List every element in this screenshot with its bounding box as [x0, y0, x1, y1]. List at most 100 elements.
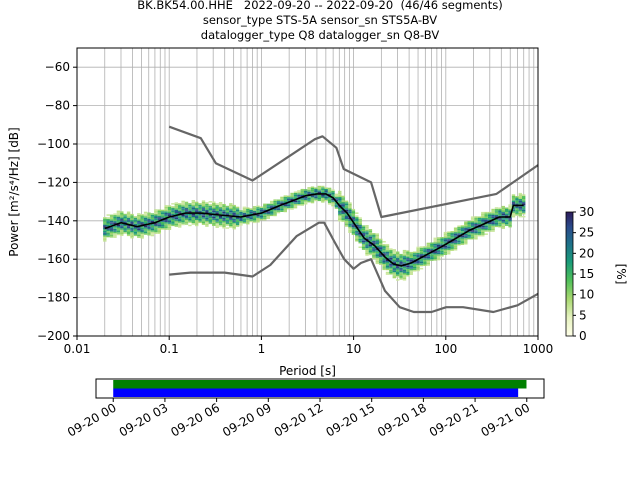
heatmap-cell	[120, 216, 124, 218]
heatmap-cell	[208, 205, 212, 208]
heatmap-cell	[392, 276, 396, 279]
heatmap-cell	[143, 233, 148, 235]
heatmap-cell	[167, 210, 172, 212]
heatmap-cell	[341, 197, 345, 199]
heatmap-cell	[198, 213, 202, 216]
heatmap-cell	[338, 209, 342, 211]
heatmap-cell	[106, 217, 110, 219]
heatmap-cell	[167, 214, 172, 217]
heatmap-cell	[522, 209, 526, 212]
heatmap-cell	[171, 207, 175, 210]
y-tick-label: −80	[45, 99, 70, 113]
heatmap-cell	[368, 229, 373, 231]
mean-curve	[104, 193, 524, 267]
heatmap-cell	[239, 213, 243, 215]
heatmap-cell	[212, 223, 216, 225]
heatmap-cell	[409, 255, 413, 257]
heatmap-cell	[348, 228, 352, 230]
heatmap-cell	[348, 211, 352, 214]
heatmap-cell	[501, 227, 505, 229]
heatmap-cell	[140, 214, 144, 216]
heatmap-cell	[498, 219, 502, 222]
heatmap-cell	[474, 236, 478, 238]
heatmap-cell	[191, 221, 195, 224]
heatmap-cell	[324, 199, 328, 202]
heatmap-cell	[464, 233, 468, 236]
heatmap-cell	[113, 231, 117, 234]
heatmap-cell	[174, 223, 178, 226]
heatmap-cell	[113, 228, 117, 231]
heatmap-cell	[191, 206, 195, 208]
heatmap-cell	[137, 217, 141, 220]
heatmap-cell	[116, 227, 121, 229]
heatmap-cell	[467, 221, 471, 223]
heatmap-cell	[505, 219, 509, 222]
heatmap-cell	[494, 208, 499, 211]
heatmap-cell	[488, 218, 492, 220]
heatmap-cell	[470, 237, 475, 240]
heatmap-cell	[413, 256, 417, 258]
heatmap-cell	[348, 203, 352, 206]
heatmap-cell	[215, 218, 219, 221]
heatmap-cell	[470, 227, 475, 229]
heatmap-cell	[239, 218, 243, 220]
heatmap-cell	[270, 214, 274, 217]
heatmap-cell	[140, 221, 144, 224]
heatmap-cell	[453, 236, 458, 239]
heatmap-cell	[436, 258, 441, 261]
heatmap-cell	[123, 224, 127, 226]
heatmap-cell	[304, 203, 308, 205]
heatmap-cell	[123, 226, 127, 228]
heatmap-cell	[351, 227, 356, 229]
heatmap-cell	[481, 230, 485, 232]
heatmap-cell	[416, 252, 420, 255]
heatmap-cell	[174, 217, 178, 220]
heatmap-cell	[103, 217, 107, 219]
heatmap-cell	[242, 218, 247, 221]
heatmap-cell	[406, 275, 410, 277]
heatmap-cell	[178, 206, 182, 208]
heatmap-cell	[126, 222, 131, 224]
heatmap-cell	[358, 234, 362, 236]
heatmap-cell	[382, 241, 386, 243]
heatmap-cell	[372, 239, 376, 241]
heatmap-cell	[208, 204, 212, 206]
heatmap-cell	[164, 209, 168, 212]
heatmap-cell	[334, 202, 339, 205]
heatmap-cell	[511, 209, 516, 212]
heatmap-cell	[304, 198, 308, 200]
heatmap-cell	[334, 196, 339, 199]
heatmap-cell	[113, 222, 117, 225]
heatmap-cell	[365, 228, 369, 230]
heatmap-cell	[218, 222, 223, 224]
heatmap-cell	[515, 196, 519, 198]
heatmap-cell	[205, 208, 209, 210]
heatmap-cell	[137, 216, 141, 218]
heatmap-cell	[344, 206, 349, 209]
heatmap-cell	[147, 232, 151, 234]
heatmap-cell	[167, 220, 172, 223]
heatmap-cell	[443, 236, 448, 239]
heatmap-cell	[239, 221, 243, 223]
heatmap-cell	[273, 205, 277, 207]
heatmap-cell	[488, 219, 492, 222]
heatmap-cell	[222, 205, 226, 207]
heatmap-cell	[379, 254, 383, 256]
heatmap-cell	[276, 202, 281, 205]
heatmap-cell	[365, 248, 369, 250]
heatmap-cell	[430, 242, 434, 244]
heatmap-cell	[103, 240, 107, 242]
heatmap-cell	[365, 234, 369, 236]
heatmap-cell	[402, 260, 407, 263]
heatmap-cell	[440, 255, 444, 257]
heatmap-cell	[385, 264, 390, 266]
heatmap-cell	[470, 217, 475, 220]
heatmap-cell	[215, 221, 219, 224]
heatmap-cell	[477, 218, 482, 220]
heatmap-cell	[300, 204, 304, 206]
heatmap-cell	[215, 208, 219, 210]
heatmap-cell	[249, 219, 253, 221]
heatmap-cell	[474, 218, 478, 220]
heatmap-cell	[491, 211, 495, 214]
heatmap-cell	[327, 198, 332, 200]
